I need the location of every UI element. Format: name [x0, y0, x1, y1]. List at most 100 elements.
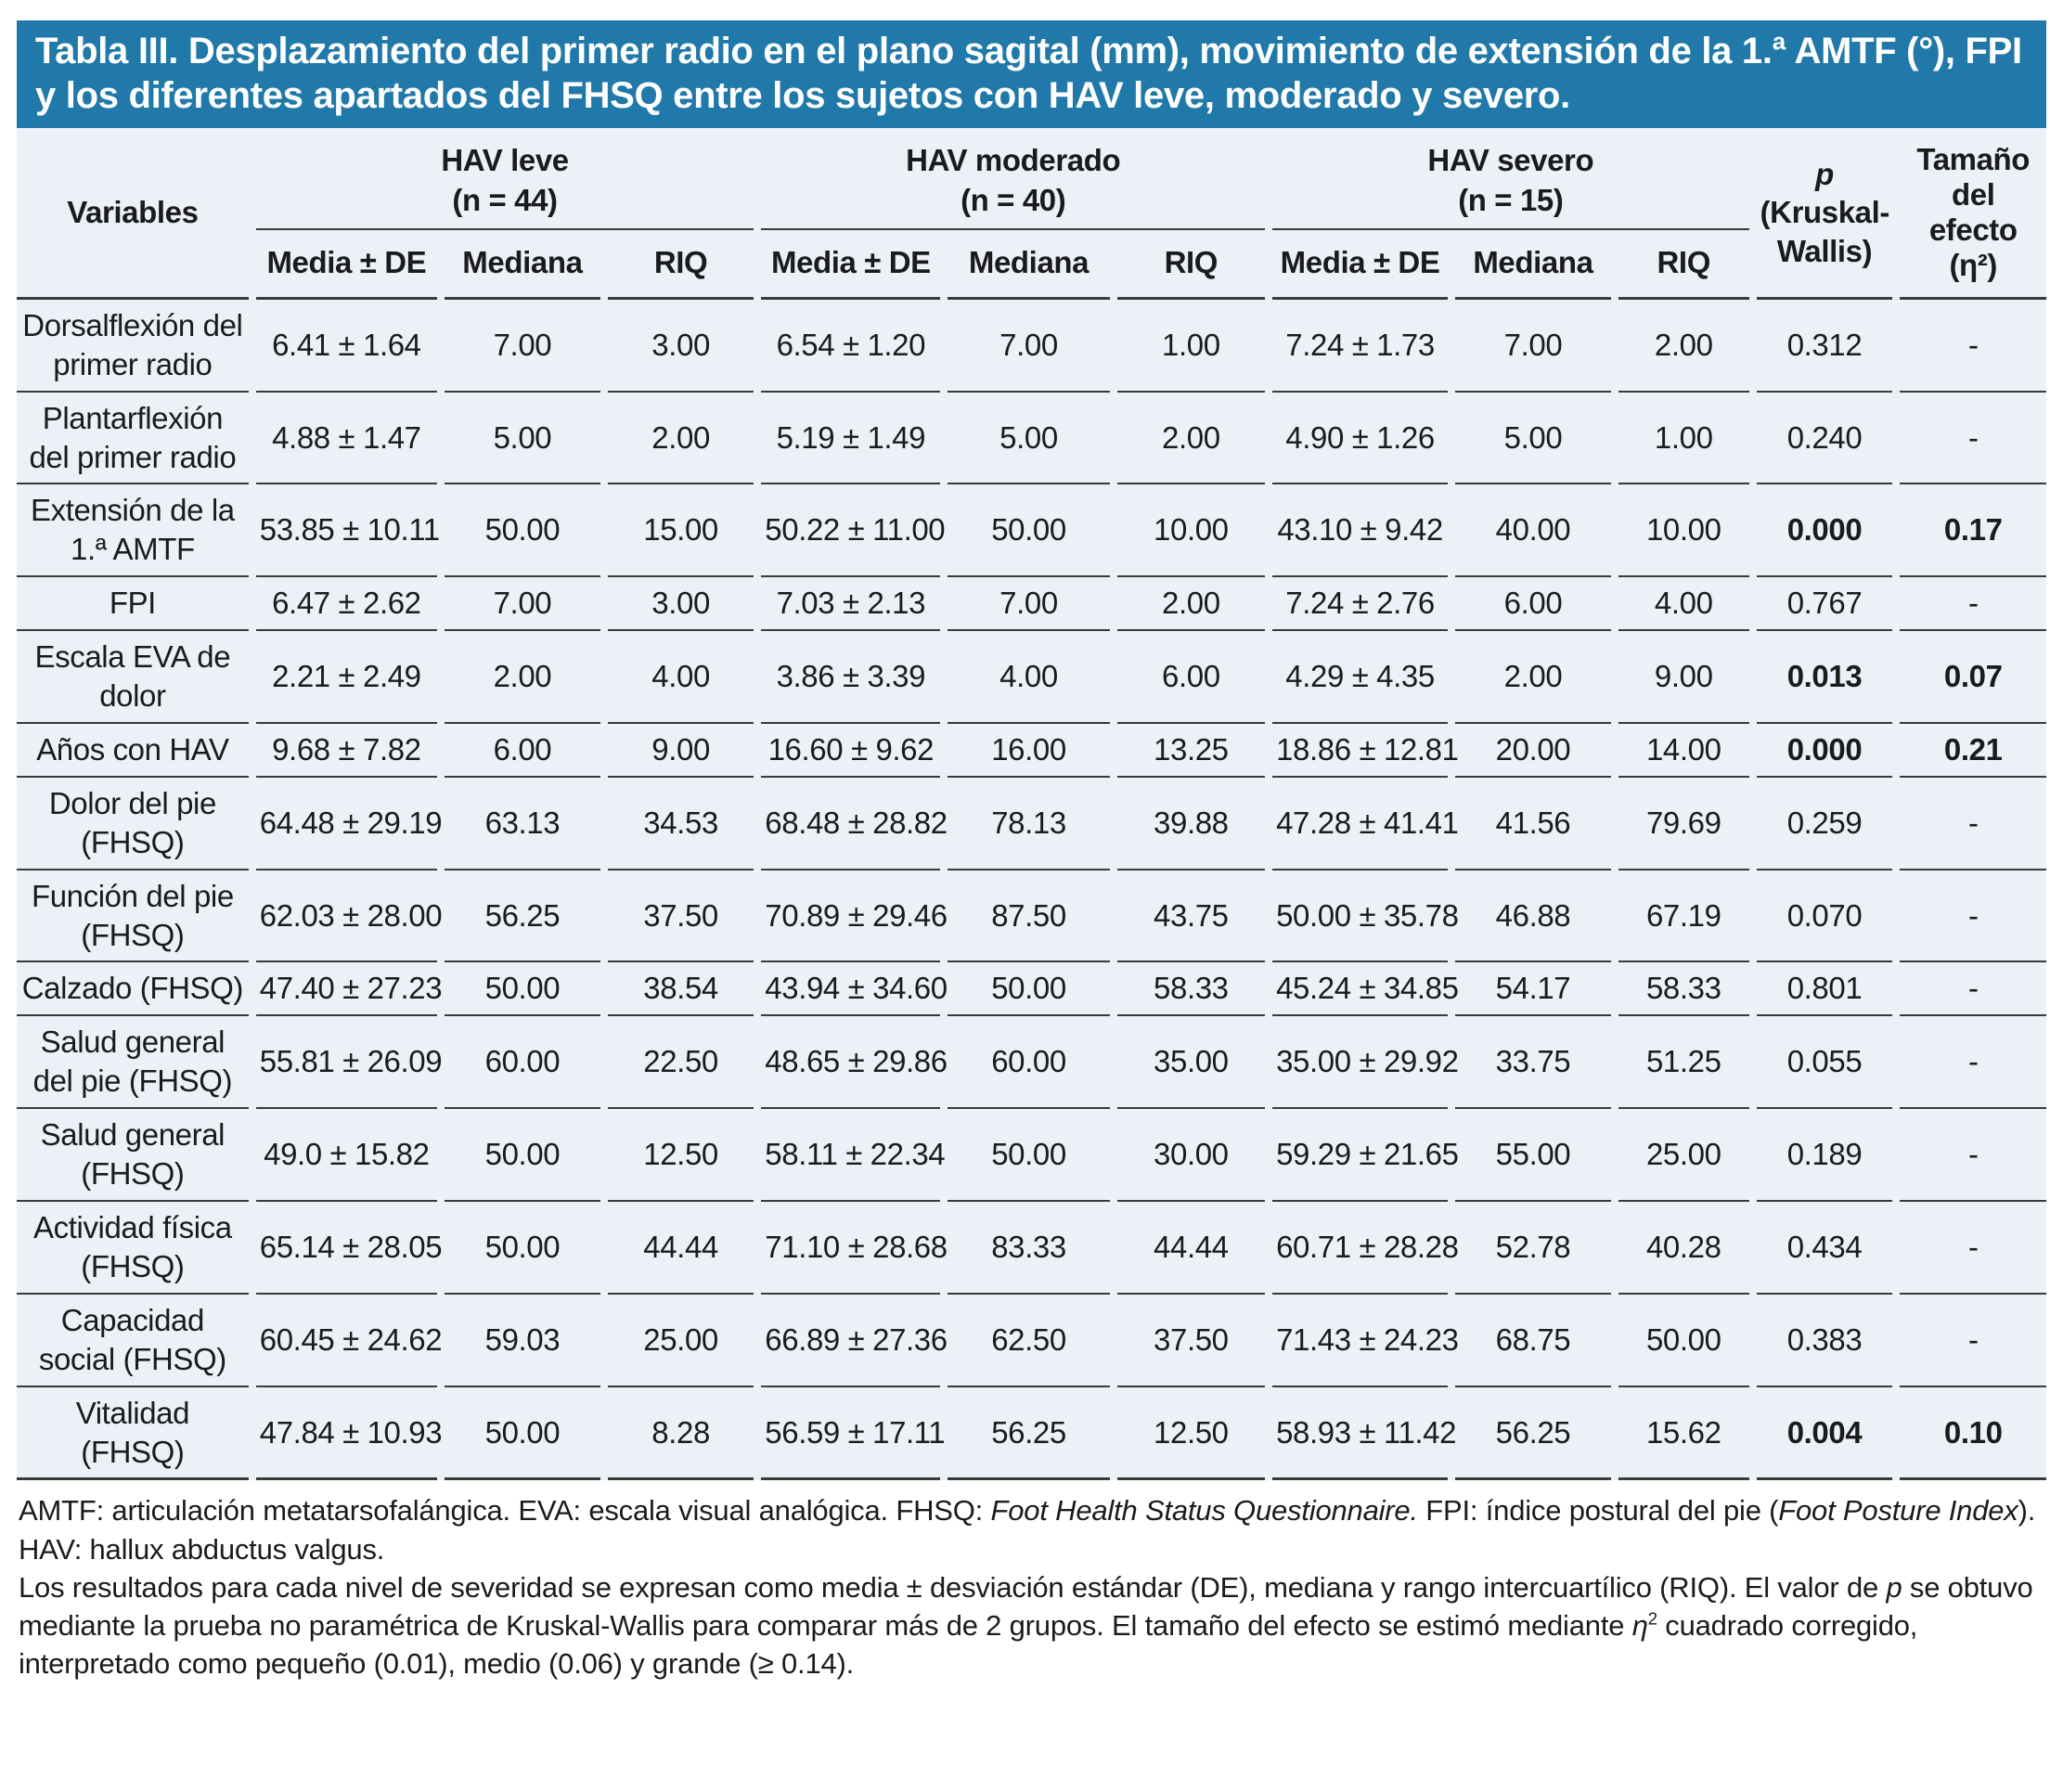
- table-row: Extensión de la 1.ª AMTF 53.85 ± 10.11 5…: [17, 484, 2046, 578]
- group-n: (n = 44): [452, 182, 558, 217]
- value-cell: 38.54: [607, 962, 754, 1017]
- value-cell: 2.00: [444, 631, 600, 724]
- value-cell: 51.25: [1618, 1016, 1749, 1110]
- value-cell: 78.13: [948, 778, 1110, 870]
- value-cell: 6.00: [1116, 631, 1266, 724]
- effect-size-cell: 0.07: [1900, 631, 2046, 724]
- value-cell: 9.68 ± 7.82: [255, 724, 437, 778]
- value-cell: 50.00: [444, 1109, 600, 1202]
- value-cell: 87.50: [948, 870, 1110, 963]
- value-cell: 3.86 ± 3.39: [761, 631, 941, 724]
- value-cell: 5.00: [948, 393, 1110, 485]
- value-cell: 52.78: [1455, 1202, 1611, 1295]
- row-variable-label: Dolor del pie (FHSQ): [17, 778, 249, 870]
- value-cell: 58.93 ± 11.42: [1272, 1387, 1456, 1481]
- value-cell: 60.00: [948, 1016, 1110, 1110]
- value-cell: 43.75: [1116, 870, 1266, 963]
- p-value-cell: 0.312: [1756, 300, 1893, 393]
- value-cell: 47.84 ± 10.93: [255, 1387, 443, 1481]
- value-cell: 4.00: [607, 631, 754, 724]
- row-variable-label: Capacidad social (FHSQ): [17, 1295, 249, 1387]
- effect-size-cell: -: [1900, 1202, 2046, 1295]
- value-cell: 14.00: [1618, 724, 1749, 778]
- row-variable-label: Plantarflexión del primer radio: [17, 393, 249, 485]
- p-value-cell: 0.383: [1756, 1295, 1893, 1387]
- value-cell: 60.45 ± 24.62: [255, 1295, 443, 1387]
- table-row: Plantarflexión del primer radio 4.88 ± 1…: [17, 393, 2046, 485]
- value-cell: 83.33: [948, 1202, 1110, 1295]
- p-value-cell: 0.055: [1756, 1016, 1893, 1110]
- group-name: HAV severo: [1427, 143, 1594, 177]
- value-cell: 41.56: [1455, 778, 1611, 870]
- footnote: Los resultados para cada nivel de severi…: [19, 1570, 2033, 1681]
- subheader-riq: RIQ: [607, 230, 754, 300]
- p-value-cell: 0.240: [1756, 393, 1893, 485]
- row-variable-label: FPI: [17, 577, 249, 632]
- value-cell: 7.00: [444, 577, 600, 632]
- column-header-effect-size: Tamaño del efecto (η²): [1900, 128, 2046, 300]
- value-cell: 68.75: [1455, 1295, 1611, 1387]
- value-cell: 5.19 ± 1.49: [761, 393, 941, 485]
- value-cell: 62.50: [948, 1295, 1110, 1387]
- value-cell: 50.00: [948, 962, 1110, 1017]
- value-cell: 35.00: [1116, 1016, 1266, 1110]
- value-cell: 10.00: [1116, 484, 1266, 578]
- value-cell: 9.00: [1618, 631, 1749, 724]
- value-cell: 48.65 ± 29.86: [761, 1016, 948, 1110]
- table-row: Vitalidad (FHSQ) 47.84 ± 10.93 50.00 8.2…: [17, 1387, 2046, 1481]
- p-value-cell: 0.259: [1756, 778, 1893, 870]
- value-cell: 7.24 ± 2.76: [1272, 577, 1449, 632]
- p-label: p: [1815, 157, 1834, 192]
- table-row: Años con HAV 9.68 ± 7.82 6.00 9.00 16.60…: [17, 724, 2046, 778]
- row-variable-label: Escala EVA de dolor: [17, 631, 249, 724]
- group-header-hav-leve: HAV leve (n = 44): [255, 128, 754, 230]
- value-cell: 8.28: [607, 1387, 754, 1481]
- table-row: Función del pie (FHSQ) 62.03 ± 28.00 56.…: [17, 870, 2046, 963]
- table-row: Dolor del pie (FHSQ) 64.48 ± 29.19 63.13…: [17, 778, 2046, 870]
- table-row: Salud general (FHSQ) 49.0 ± 15.82 50.00 …: [17, 1109, 2046, 1202]
- row-variable-label: Vitalidad (FHSQ): [17, 1387, 249, 1481]
- subheader-media-de: Media ± DE: [1272, 230, 1449, 300]
- value-cell: 6.00: [444, 724, 600, 778]
- value-cell: 2.00: [607, 393, 754, 485]
- group-header-hav-severo: HAV severo (n = 15): [1272, 128, 1749, 230]
- row-variable-label: Extensión de la 1.ª AMTF: [17, 484, 249, 578]
- value-cell: 79.69: [1618, 778, 1749, 870]
- value-cell: 50.00: [1618, 1295, 1749, 1387]
- value-cell: 12.50: [607, 1109, 754, 1202]
- value-cell: 7.00: [948, 577, 1110, 632]
- group-n: (n = 15): [1458, 182, 1564, 217]
- value-cell: 47.28 ± 41.41: [1272, 778, 1459, 870]
- footnote: AMTF: articulación metatarsofalángica. E…: [19, 1494, 2036, 1566]
- table-row: Salud general del pie (FHSQ) 55.81 ± 26.…: [17, 1016, 2046, 1110]
- value-cell: 5.00: [1455, 393, 1611, 485]
- value-cell: 7.24 ± 1.73: [1272, 300, 1449, 393]
- value-cell: 40.00: [1455, 484, 1611, 578]
- effect-size-cell: -: [1900, 577, 2046, 632]
- effect-size-cell: 0.10: [1900, 1387, 2046, 1481]
- effect-size-cell: 0.17: [1900, 484, 2046, 578]
- p-value-cell: 0.070: [1756, 870, 1893, 963]
- value-cell: 33.75: [1455, 1016, 1611, 1110]
- value-cell: 50.00: [948, 1109, 1110, 1202]
- table-row: Dorsalflexión del primer radio 6.41 ± 1.…: [17, 300, 2046, 393]
- value-cell: 58.11 ± 22.34: [761, 1109, 946, 1202]
- table-title: Tabla III. Desplazamiento del primer rad…: [35, 31, 2022, 116]
- value-cell: 65.14 ± 28.05: [255, 1202, 443, 1295]
- value-cell: 58.33: [1618, 962, 1749, 1017]
- value-cell: 53.85 ± 10.11: [255, 484, 440, 578]
- value-cell: 50.00: [444, 1387, 600, 1481]
- value-cell: 71.10 ± 28.68: [761, 1202, 948, 1295]
- p-value-cell: 0.000: [1756, 484, 1893, 578]
- value-cell: 25.00: [607, 1295, 754, 1387]
- value-cell: 50.00 ± 35.78: [1272, 870, 1459, 963]
- value-cell: 7.00: [1455, 300, 1611, 393]
- value-cell: 64.48 ± 29.19: [255, 778, 443, 870]
- p-value-cell: 0.434: [1756, 1202, 1893, 1295]
- subheader-riq: RIQ: [1618, 230, 1749, 300]
- value-cell: 55.81 ± 26.09: [255, 1016, 443, 1110]
- group-name: HAV moderado: [906, 143, 1121, 177]
- value-cell: 6.00: [1455, 577, 1611, 632]
- value-cell: 50.00: [444, 1202, 600, 1295]
- p-value-cell: 0.767: [1756, 577, 1893, 632]
